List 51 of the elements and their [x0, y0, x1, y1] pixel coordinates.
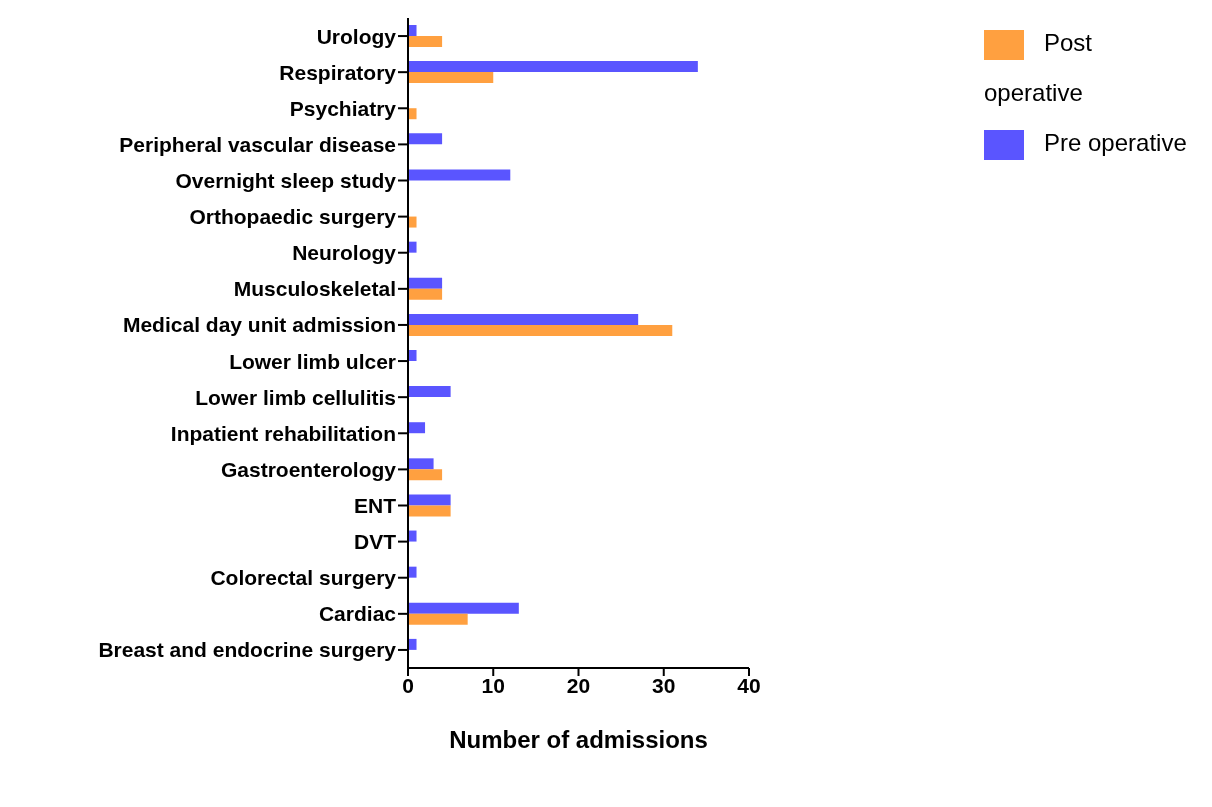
x-tick-label: 0	[402, 673, 414, 697]
bar	[408, 613, 468, 625]
y-tick-label: ENT	[354, 493, 397, 517]
bar	[408, 61, 698, 73]
x-tick-label: 20	[566, 673, 591, 697]
bar	[408, 602, 519, 614]
bar	[408, 530, 417, 542]
bar	[408, 386, 451, 398]
bar	[408, 469, 443, 481]
bar	[408, 72, 494, 84]
y-tick-label: Inpatient rehabilitation	[170, 421, 396, 445]
bar	[408, 216, 417, 228]
y-tick-label: Breast and endocrine surgery	[98, 638, 397, 662]
bar	[408, 422, 426, 434]
bar	[408, 324, 673, 336]
x-tick-label: 10	[481, 673, 505, 697]
x-tick-label: 40	[737, 673, 761, 697]
bar	[408, 133, 443, 145]
bar	[408, 169, 511, 181]
bar	[408, 313, 639, 325]
y-tick-label: Neurology	[292, 241, 397, 265]
y-tick-label: Peripheral vascular disease	[119, 132, 396, 156]
bar	[408, 566, 417, 578]
y-tick-label: Musculoskeletal	[233, 277, 396, 301]
y-tick-label: Orthopaedic surgery	[189, 205, 397, 229]
bar	[408, 494, 451, 506]
bar	[408, 241, 417, 253]
x-tick-label: 30	[652, 673, 676, 697]
y-tick-label: Lower limb ulcer	[229, 349, 396, 373]
y-tick-label: Psychiatry	[289, 96, 397, 120]
bar	[408, 288, 443, 300]
legend-label: Pre operative	[1044, 129, 1187, 156]
y-tick-label: Urology	[316, 24, 397, 48]
bar	[408, 505, 451, 517]
y-tick-label: Cardiac	[318, 602, 397, 626]
bar	[408, 36, 443, 47]
y-tick-label: Respiratory	[279, 60, 397, 84]
y-tick-label: Medical day unit admission	[122, 313, 396, 337]
bar	[408, 638, 417, 650]
bar	[408, 108, 417, 120]
bar	[408, 277, 443, 289]
y-tick-label: Lower limb cellulitis	[195, 385, 396, 409]
y-tick-label: Overnight sleep study	[175, 168, 397, 192]
y-tick-label: DVT	[354, 530, 397, 554]
x-axis-title: Number of admissions	[449, 726, 708, 753]
y-tick-label: Colorectal surgery	[210, 566, 397, 590]
legend-label: Post operative	[984, 29, 1093, 106]
bar	[408, 458, 434, 470]
y-tick-label: Gastroenterology	[220, 457, 397, 481]
bar	[408, 350, 417, 361]
bar	[408, 25, 417, 36]
